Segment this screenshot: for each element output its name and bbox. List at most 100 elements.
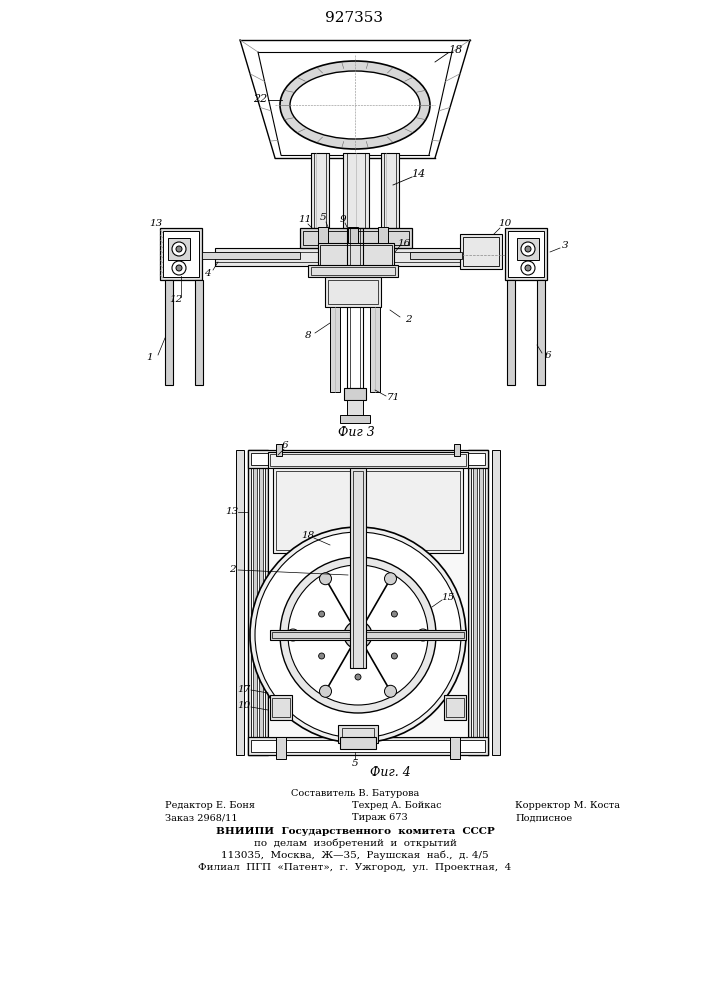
Bar bbox=[347, 400, 363, 420]
Text: 18: 18 bbox=[301, 530, 315, 540]
Circle shape bbox=[287, 629, 299, 641]
Bar bbox=[272, 632, 464, 638]
Bar bbox=[251, 453, 485, 465]
Bar bbox=[311, 153, 329, 228]
Text: 16: 16 bbox=[397, 238, 411, 247]
Bar bbox=[446, 698, 464, 717]
Bar bbox=[215, 252, 493, 262]
Bar bbox=[343, 153, 369, 228]
Text: 8: 8 bbox=[305, 330, 311, 340]
Bar bbox=[163, 231, 199, 277]
Bar bbox=[454, 444, 460, 456]
Circle shape bbox=[288, 565, 428, 705]
Bar bbox=[270, 695, 292, 720]
Bar bbox=[236, 450, 244, 755]
Bar bbox=[251, 453, 265, 752]
Bar bbox=[270, 454, 466, 466]
Circle shape bbox=[521, 261, 535, 275]
Text: по  делам  изобретений  и  открытий: по делам изобретений и открытий bbox=[254, 838, 457, 848]
Circle shape bbox=[351, 628, 365, 642]
Bar bbox=[300, 228, 412, 248]
Text: 1: 1 bbox=[146, 354, 153, 362]
Bar bbox=[507, 280, 515, 385]
Circle shape bbox=[385, 685, 397, 697]
Bar bbox=[303, 231, 409, 245]
Circle shape bbox=[172, 261, 186, 275]
Text: 6: 6 bbox=[544, 352, 551, 360]
Bar bbox=[347, 153, 365, 228]
Bar bbox=[259, 453, 263, 752]
Text: Фиг 3: Фиг 3 bbox=[338, 426, 375, 438]
Bar bbox=[251, 740, 485, 752]
Circle shape bbox=[319, 653, 325, 659]
Text: 10: 10 bbox=[498, 220, 512, 229]
Circle shape bbox=[319, 611, 325, 617]
Text: Тираж 673: Тираж 673 bbox=[352, 814, 408, 822]
Bar bbox=[479, 453, 483, 752]
Bar bbox=[410, 252, 462, 259]
Bar bbox=[195, 280, 203, 385]
Bar bbox=[517, 238, 539, 260]
Circle shape bbox=[255, 532, 461, 738]
Bar bbox=[276, 471, 460, 550]
Bar bbox=[384, 153, 396, 228]
Text: Редактор Е. Боня: Редактор Е. Боня bbox=[165, 802, 255, 810]
Bar bbox=[350, 228, 360, 388]
Bar bbox=[276, 444, 282, 456]
Ellipse shape bbox=[290, 71, 420, 139]
Text: 2: 2 bbox=[404, 316, 411, 324]
Circle shape bbox=[176, 265, 182, 271]
Circle shape bbox=[355, 590, 361, 596]
Circle shape bbox=[176, 246, 182, 252]
Bar bbox=[330, 307, 340, 392]
Bar bbox=[505, 228, 547, 280]
Circle shape bbox=[320, 573, 332, 585]
Bar bbox=[348, 227, 358, 243]
Bar bbox=[444, 695, 466, 720]
Bar bbox=[347, 228, 363, 388]
Text: ВНИИПИ  Государственного  комитета  СССР: ВНИИПИ Государственного комитета СССР bbox=[216, 826, 494, 836]
Bar bbox=[342, 728, 374, 740]
Bar bbox=[460, 234, 502, 269]
Bar bbox=[325, 277, 381, 307]
Bar bbox=[370, 307, 380, 392]
Text: 18: 18 bbox=[448, 45, 462, 55]
Bar bbox=[248, 450, 488, 468]
Bar bbox=[272, 698, 290, 717]
Bar bbox=[253, 453, 257, 752]
Bar bbox=[463, 237, 499, 266]
Bar bbox=[344, 388, 366, 400]
Text: 5: 5 bbox=[320, 214, 327, 223]
Bar bbox=[537, 280, 545, 385]
Circle shape bbox=[344, 621, 372, 649]
Circle shape bbox=[525, 246, 531, 252]
Bar bbox=[168, 238, 190, 260]
Circle shape bbox=[320, 685, 332, 697]
Bar bbox=[508, 231, 544, 277]
Bar bbox=[270, 630, 466, 640]
Text: 5: 5 bbox=[351, 758, 358, 768]
Text: 22: 22 bbox=[253, 94, 267, 104]
Text: 14: 14 bbox=[411, 169, 425, 179]
Text: Фиг. 4: Фиг. 4 bbox=[370, 766, 410, 780]
Text: Подписное: Подписное bbox=[515, 814, 572, 822]
Text: 10: 10 bbox=[238, 700, 250, 710]
Bar bbox=[340, 737, 376, 749]
Text: 4: 4 bbox=[204, 268, 210, 277]
Text: Заказ 2968/11: Заказ 2968/11 bbox=[165, 814, 238, 822]
Bar bbox=[276, 737, 286, 759]
Text: 13: 13 bbox=[149, 220, 163, 229]
Bar bbox=[338, 725, 378, 743]
Circle shape bbox=[250, 527, 466, 743]
Bar bbox=[320, 245, 392, 266]
Text: 71: 71 bbox=[386, 393, 399, 402]
Bar bbox=[468, 450, 488, 755]
Bar bbox=[308, 265, 398, 277]
Bar bbox=[318, 227, 328, 243]
Bar bbox=[160, 228, 202, 280]
Bar bbox=[492, 450, 500, 755]
Bar bbox=[381, 153, 399, 228]
Circle shape bbox=[172, 242, 186, 256]
Text: 6: 6 bbox=[281, 440, 288, 450]
Text: 12: 12 bbox=[170, 296, 182, 304]
